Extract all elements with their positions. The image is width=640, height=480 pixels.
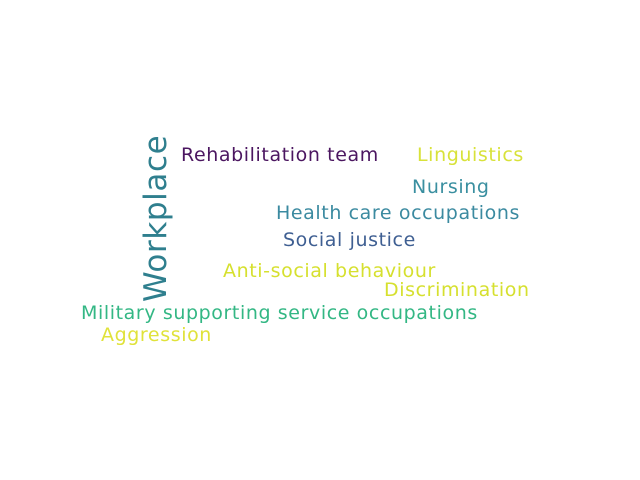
word-health-care-occupations: Health care occupations — [276, 202, 520, 224]
word-aggression: Aggression — [101, 324, 212, 346]
word-anti-social-behaviour: Anti-social behaviour — [223, 260, 436, 282]
word-workplace: Workplace — [138, 134, 174, 302]
word-linguistics: Linguistics — [417, 144, 524, 166]
word-nursing: Nursing — [412, 176, 490, 198]
word-rehabilitation-team: Rehabilitation team — [181, 144, 379, 166]
word-military-supporting-service-occupations: Military supporting service occupations — [81, 302, 478, 324]
word-discrimination: Discrimination — [384, 279, 530, 301]
word-social-justice: Social justice — [283, 229, 416, 251]
